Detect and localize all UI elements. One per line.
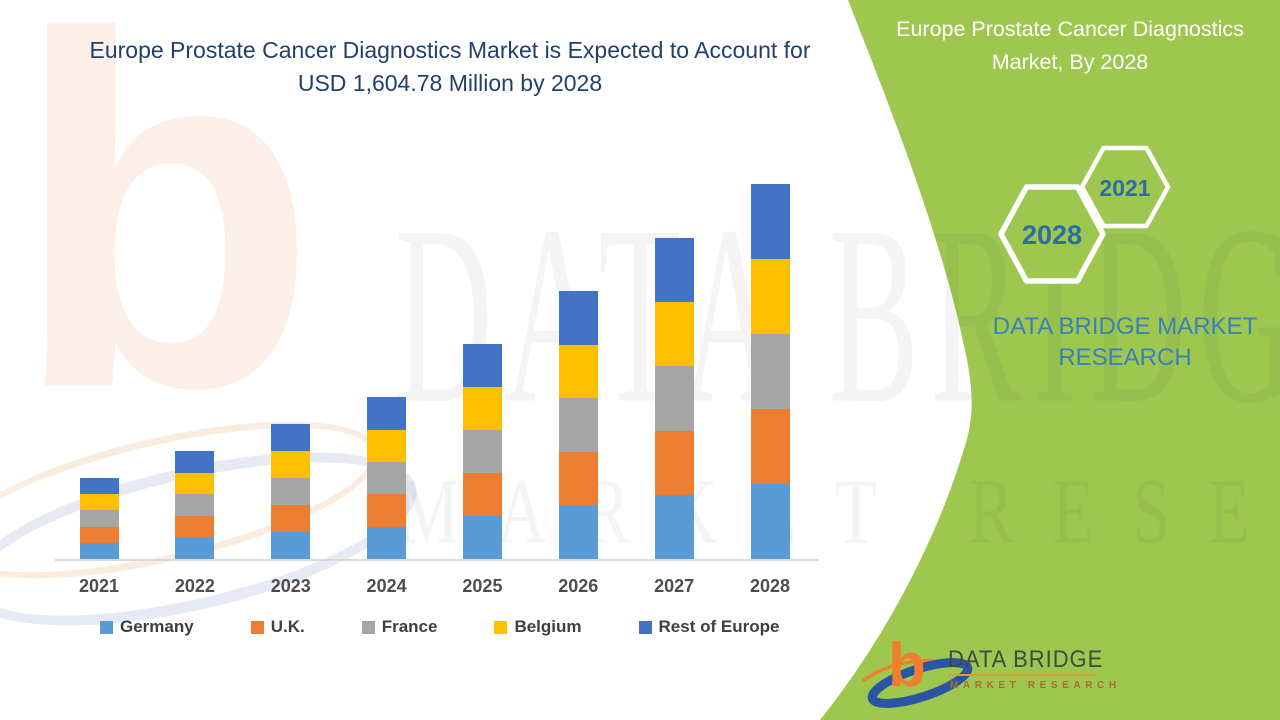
segment-germany-2022 (175, 537, 215, 559)
x-label-2026: 2026 (558, 576, 599, 596)
legend-label: Rest of Europe (658, 617, 780, 636)
segment-germany-2027 (654, 494, 694, 559)
x-label-2023: 2023 (270, 576, 311, 596)
legend-item-belgium: Belgium (494, 617, 582, 637)
logo-subtitle: MARKET RESEARCH (950, 680, 1121, 691)
legend-label: France (381, 617, 438, 636)
segment-germany-2021 (79, 542, 119, 559)
hexagon-2021-label: 2021 (1099, 175, 1150, 201)
legend-item-germany: Germany (100, 617, 194, 637)
segment-france-2027 (654, 366, 694, 431)
legend-swatch (494, 620, 508, 634)
segment-belgium-2028 (750, 259, 790, 334)
segment-france-2026 (558, 398, 598, 452)
segment-u-k--2024 (367, 494, 407, 527)
legend-swatch (638, 620, 652, 634)
x-label-2021: 2021 (78, 576, 120, 596)
main-title: Europe Prostate Cancer Diagnostics Marke… (89, 37, 811, 96)
legend-swatch (250, 620, 264, 634)
segment-germany-2025 (462, 516, 502, 559)
logo-underline (948, 674, 1096, 676)
segment-rest-of-europe-2024 (367, 397, 407, 430)
databridge-logo-icon: b (862, 631, 973, 708)
bar-2026 (558, 290, 598, 559)
segment-belgium-2027 (654, 302, 694, 367)
segment-u-k--2022 (175, 515, 215, 538)
segment-france-2028 (750, 334, 790, 409)
segment-germany-2026 (558, 505, 598, 559)
x-label-2027: 2027 (654, 576, 695, 596)
segment-belgium-2021 (79, 494, 119, 511)
legend-label: U.K. (270, 617, 305, 636)
segment-france-2021 (79, 510, 119, 527)
chart-legend: Germany U.K. France Belgium Rest of Europe (100, 617, 779, 637)
bar-2024 (367, 397, 407, 559)
segment-u-k--2027 (654, 430, 694, 495)
bar-2021 (79, 477, 119, 559)
segment-rest-of-europe-2028 (750, 184, 790, 259)
segment-belgium-2023 (271, 451, 311, 478)
x-label-2022: 2022 (174, 576, 215, 596)
legend-item-france: France (361, 617, 438, 637)
bar-2023 (271, 424, 311, 559)
hexagon-2028-outline (998, 184, 1106, 284)
side-panel-title: Europe Prostate Cancer Diagnostics Marke… (896, 17, 1244, 74)
segment-belgium-2025 (462, 387, 502, 430)
segment-u-k--2021 (79, 526, 119, 543)
segment-germany-2023 (271, 532, 311, 559)
legend-label: Germany (120, 617, 194, 636)
segment-france-2022 (175, 494, 215, 516)
x-label-2028: 2028 (749, 576, 791, 596)
segment-rest-of-europe-2027 (654, 237, 694, 303)
segment-rest-of-europe-2021 (79, 477, 119, 495)
segment-germany-2024 (367, 526, 407, 559)
segment-rest-of-europe-2026 (558, 290, 598, 345)
brand-lockup-line1: DATA BRIDGE MARKET (992, 313, 1258, 340)
hexagon-2021: 2021 (1079, 145, 1171, 229)
legend-swatch (100, 620, 113, 634)
segment-u-k--2023 (271, 505, 311, 532)
brand-lockup: DATA BRIDGE MARKET RESEARCH (985, 311, 1265, 373)
x-axis-line (55, 559, 819, 561)
segment-belgium-2026 (558, 344, 598, 399)
segment-france-2023 (271, 478, 311, 505)
segment-germany-2028 (750, 484, 790, 559)
legend-label: Belgium (514, 617, 582, 636)
x-label-2025: 2025 (462, 576, 503, 596)
segment-france-2024 (367, 461, 407, 495)
logo-title: DATA BRIDGE (948, 646, 1104, 673)
bar-2027 (654, 237, 694, 559)
x-label-2024: 2024 (366, 576, 407, 596)
segment-rest-of-europe-2025 (462, 344, 502, 387)
segment-rest-of-europe-2022 (175, 451, 215, 473)
hexagon-2028-label: 2028 (1022, 220, 1082, 250)
logo-orange-swoosh (862, 658, 940, 682)
legend-item-rest-of-europe: Rest of Europe (638, 617, 780, 637)
hexagon-2028: 2028 (998, 184, 1106, 284)
bar-2028 (750, 184, 790, 559)
legend-swatch (361, 620, 375, 634)
bar-2022 (175, 451, 215, 559)
bar-2025 (462, 344, 502, 559)
segment-u-k--2028 (750, 409, 790, 484)
legend-item-u-k-: U.K. (250, 617, 305, 637)
hexagon-2021-outline (1079, 145, 1171, 229)
segment-rest-of-europe-2023 (271, 424, 311, 451)
segment-u-k--2026 (558, 451, 598, 506)
segment-belgium-2024 (367, 429, 407, 462)
segment-belgium-2022 (175, 472, 215, 495)
segment-u-k--2025 (462, 473, 502, 516)
logo-blue-swoosh (867, 658, 973, 708)
brand-lockup-line2: RESEARCH (1058, 344, 1192, 371)
logo-b-glyph: b (888, 631, 926, 700)
segment-france-2025 (462, 430, 502, 473)
